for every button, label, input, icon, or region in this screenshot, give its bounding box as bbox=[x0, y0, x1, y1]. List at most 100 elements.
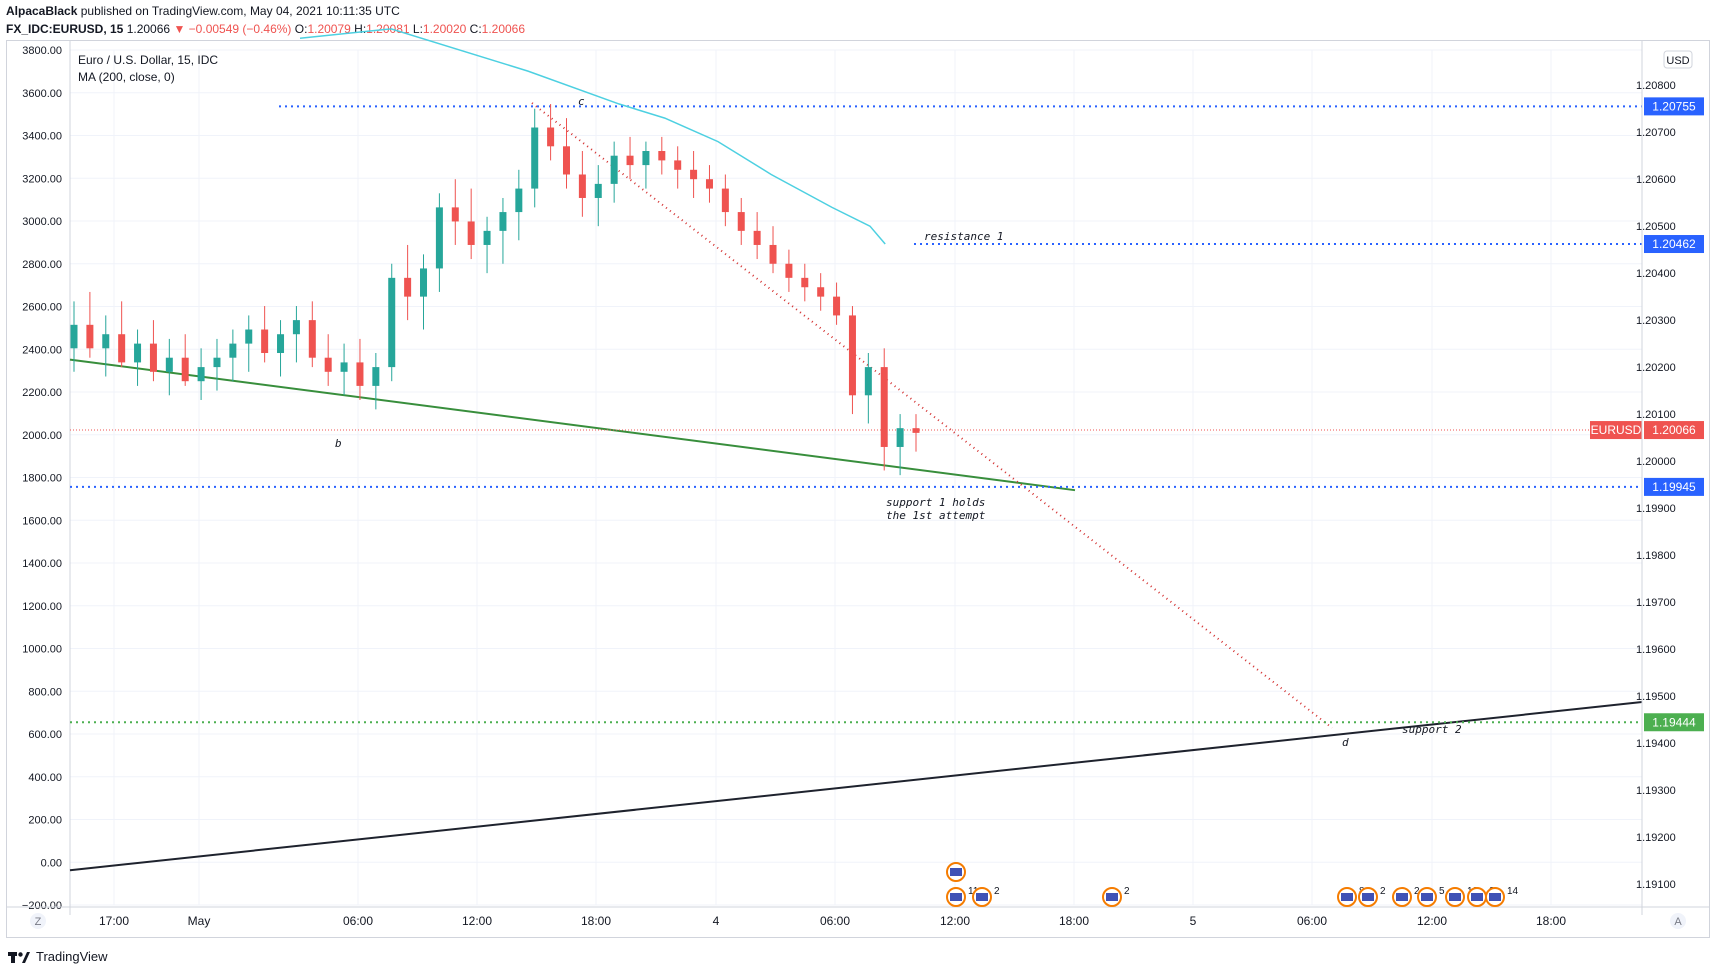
candle-body bbox=[118, 334, 126, 363]
axis-mode-right-button[interactable]: A bbox=[1670, 913, 1686, 929]
time-tick-label: 18:00 bbox=[1536, 914, 1566, 928]
axis-mode-left-text: Z bbox=[35, 916, 42, 928]
time-tick-label: 06:00 bbox=[820, 914, 850, 928]
candle bbox=[340, 343, 348, 396]
right-tick-label: 1.20200 bbox=[1636, 362, 1676, 374]
last-price-text: 1.20066 bbox=[1652, 423, 1696, 437]
candle bbox=[721, 174, 729, 227]
currency-badge[interactable]: USD bbox=[1663, 50, 1693, 69]
right-tick-label: 1.19700 bbox=[1636, 597, 1676, 609]
projection-dotted-line[interactable] bbox=[531, 102, 1333, 729]
right-tick-label: 1.19100 bbox=[1636, 879, 1676, 891]
candle-body bbox=[86, 324, 94, 349]
candle-body bbox=[165, 357, 173, 372]
low-label: L: bbox=[412, 22, 423, 36]
left-tick-label: 2400.00 bbox=[22, 344, 62, 356]
candle bbox=[912, 414, 920, 452]
event-marker[interactable]: 2 bbox=[1102, 886, 1130, 907]
candle bbox=[165, 338, 173, 396]
publish-header: AlpacaBlack published on TradingView.com… bbox=[6, 4, 400, 18]
axis-mode-left-button[interactable]: Z bbox=[30, 913, 46, 929]
legend-indicator: MA (200, close, 0) bbox=[78, 70, 175, 84]
candle bbox=[229, 329, 237, 382]
candle-body bbox=[594, 183, 602, 198]
candle-body bbox=[451, 207, 459, 222]
low-value: 1.20020 bbox=[422, 22, 467, 36]
right-tick-label: 1.20500 bbox=[1636, 221, 1676, 233]
event-marker[interactable]: 11 bbox=[946, 886, 979, 907]
candle-body bbox=[149, 343, 157, 372]
event-marker[interactable]: 2 bbox=[1392, 886, 1420, 907]
time-tick-label: 17:00 bbox=[99, 914, 129, 928]
candle bbox=[896, 414, 904, 476]
candle bbox=[308, 301, 316, 368]
candle bbox=[404, 244, 412, 321]
right-axis: 1.20800 1.20700 1.20600 1.20500 1.20400 1.203… bbox=[1636, 40, 1676, 915]
green-trendline[interactable] bbox=[69, 358, 1076, 492]
candle bbox=[467, 188, 475, 260]
candle-body bbox=[848, 315, 856, 396]
candle-body bbox=[467, 221, 475, 245]
candle bbox=[642, 141, 650, 189]
footer[interactable]: TradingView bbox=[8, 949, 108, 964]
left-tick-label: 2000.00 bbox=[22, 430, 62, 442]
event-markers[interactable]: 1122822510214 bbox=[946, 862, 1519, 907]
flag-icon-fill bbox=[1471, 893, 1483, 901]
candle bbox=[848, 306, 856, 415]
candle bbox=[833, 282, 841, 325]
candle-body bbox=[785, 263, 793, 278]
candle bbox=[356, 338, 364, 400]
event-marker[interactable] bbox=[946, 862, 966, 882]
candle-body bbox=[547, 127, 555, 147]
candle-body bbox=[690, 169, 698, 180]
left-tick-label: −200.00 bbox=[22, 900, 62, 912]
flag-icon-fill bbox=[1106, 893, 1118, 901]
time-tick-label: 5 bbox=[1190, 914, 1197, 928]
candle-body bbox=[912, 428, 920, 433]
black-trendline-support-2[interactable] bbox=[69, 701, 1643, 872]
candle bbox=[515, 169, 523, 241]
candle-body bbox=[515, 188, 523, 213]
candle bbox=[626, 136, 634, 180]
event-marker[interactable]: 2 bbox=[972, 886, 1000, 907]
time-axis: 17:00 May 06:00 12:00 18:00 4 06:00 12:00 18:00 5… bbox=[6, 906, 1710, 928]
event-marker[interactable]: 2 bbox=[1358, 886, 1386, 907]
legend-title: Euro / U.S. Dollar, 15, IDC bbox=[78, 53, 218, 67]
time-tick-label: 12:00 bbox=[1417, 914, 1447, 928]
price-chart[interactable]: 3800.003600.003400.003200.003000.002800.… bbox=[0, 0, 1716, 940]
last-symbol-text: EURUSD bbox=[1591, 423, 1642, 437]
flag-icon-fill bbox=[950, 868, 962, 876]
flag-icon-fill bbox=[1396, 893, 1408, 901]
right-tick-label: 1.20800 bbox=[1636, 80, 1676, 92]
event-marker[interactable]: 5 bbox=[1417, 886, 1445, 907]
symbol-label: FX_IDC:EURUSD, 15 bbox=[6, 22, 124, 36]
candle bbox=[658, 136, 666, 175]
candle-body bbox=[404, 277, 412, 297]
event-count: 14 bbox=[1507, 886, 1519, 897]
level-price-badge bbox=[1644, 713, 1704, 732]
candle bbox=[261, 306, 269, 363]
candle bbox=[705, 165, 713, 203]
left-tick-label: 1800.00 bbox=[22, 473, 62, 485]
candle bbox=[562, 118, 570, 189]
candle bbox=[70, 301, 78, 372]
right-tick-label: 1.20700 bbox=[1636, 127, 1676, 139]
candle bbox=[420, 254, 428, 330]
horizontal-levels: 1.20755 1.20462 1.19945 1.19444 EURUSD 1.2006… bbox=[70, 97, 1704, 732]
candle-body bbox=[721, 188, 729, 213]
flag-icon-fill bbox=[950, 893, 962, 901]
level-price-badge bbox=[1644, 477, 1704, 496]
candle bbox=[531, 108, 539, 208]
flag-icon-fill bbox=[1421, 893, 1433, 901]
candle bbox=[817, 273, 825, 311]
event-marker[interactable]: 14 bbox=[1485, 886, 1519, 907]
candle bbox=[594, 165, 602, 227]
close-value: 1.20066 bbox=[481, 22, 526, 36]
annotation-label: resistance 1 bbox=[924, 230, 1003, 243]
candle bbox=[277, 320, 285, 377]
right-tick-label: 1.20100 bbox=[1636, 409, 1676, 421]
flag-icon-fill bbox=[976, 893, 988, 901]
candle-body bbox=[578, 174, 586, 198]
candle bbox=[102, 315, 110, 377]
left-tick-label: 3000.00 bbox=[22, 216, 62, 228]
